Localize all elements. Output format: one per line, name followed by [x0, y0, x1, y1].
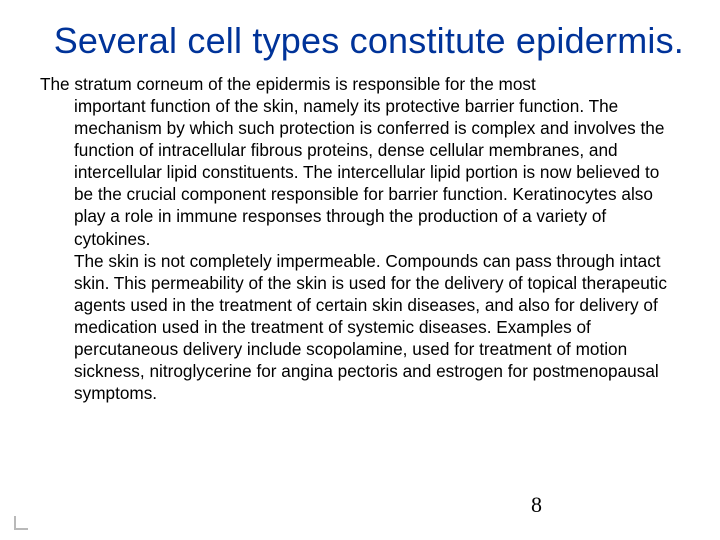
- slide-title: Several cell types constitute epidermis.: [0, 0, 720, 69]
- body-text: The stratum corneum of the epidermis is …: [40, 73, 680, 403]
- body-first-line: The stratum corneum of the epidermis is …: [40, 74, 536, 94]
- slide: Several cell types constitute epidermis.…: [0, 0, 720, 540]
- page-number: 8: [531, 492, 542, 518]
- corner-mark-icon: [14, 516, 28, 530]
- body-text-container: The stratum corneum of the epidermis is …: [0, 69, 720, 403]
- body-rest: important function of the skin, namely i…: [40, 95, 680, 403]
